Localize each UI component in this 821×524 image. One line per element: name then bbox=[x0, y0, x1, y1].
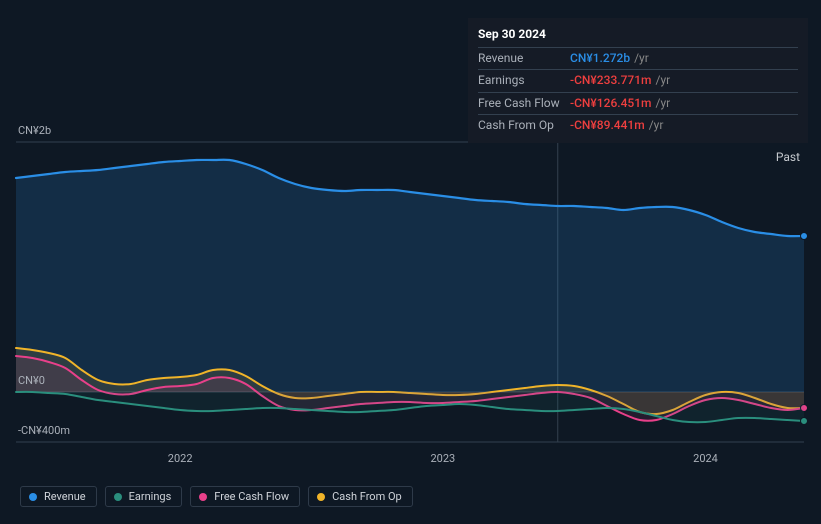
tooltip-value: CN¥1.272b bbox=[570, 51, 630, 67]
tooltip-row-revenue: Revenue CN¥1.272b /yr bbox=[478, 48, 798, 71]
tooltip-label: Revenue bbox=[478, 51, 570, 67]
x-tick-label: 2023 bbox=[430, 452, 455, 465]
legend-label: Revenue bbox=[44, 490, 86, 503]
legend-swatch bbox=[317, 493, 325, 501]
x-tick-label: 2024 bbox=[693, 452, 718, 465]
tooltip-row-earnings: Earnings -CN¥233.771m /yr bbox=[478, 70, 798, 93]
tooltip-label: Free Cash Flow bbox=[478, 96, 570, 112]
tooltip-label: Earnings bbox=[478, 73, 570, 89]
x-tick-label: 2022 bbox=[168, 452, 193, 465]
y-tick-label: CN¥0 bbox=[18, 374, 45, 387]
legend-label: Cash From Op bbox=[332, 490, 402, 503]
legend-item-fcf[interactable]: Free Cash Flow bbox=[190, 486, 300, 507]
legend-swatch bbox=[29, 493, 37, 501]
past-label: Past bbox=[776, 150, 800, 164]
tooltip-value: -CN¥233.771m bbox=[570, 73, 652, 89]
tooltip-value: -CN¥89.441m bbox=[570, 118, 645, 134]
y-tick-label: CN¥2b bbox=[18, 124, 51, 137]
legend-label: Earnings bbox=[129, 490, 172, 503]
tooltip-unit: /yr bbox=[634, 51, 649, 67]
legend-swatch bbox=[114, 493, 122, 501]
tooltip-row-fcf: Free Cash Flow -CN¥126.451m /yr bbox=[478, 93, 798, 116]
legend-item-cashop[interactable]: Cash From Op bbox=[308, 486, 413, 507]
chart-panel: { "chart": { "type": "line", "background… bbox=[0, 0, 821, 524]
legend: Revenue Earnings Free Cash Flow Cash Fro… bbox=[20, 486, 413, 507]
legend-item-earnings[interactable]: Earnings bbox=[105, 486, 183, 507]
legend-item-revenue[interactable]: Revenue bbox=[20, 486, 97, 507]
tooltip-value: -CN¥126.451m bbox=[570, 96, 652, 112]
legend-label: Free Cash Flow bbox=[214, 490, 289, 503]
y-tick-label: -CN¥400m bbox=[18, 424, 70, 437]
tooltip-unit: /yr bbox=[656, 96, 671, 112]
data-tooltip: Sep 30 2024 Revenue CN¥1.272b /yr Earnin… bbox=[468, 18, 808, 143]
tooltip-unit: /yr bbox=[649, 118, 664, 134]
tooltip-unit: /yr bbox=[656, 73, 671, 89]
legend-swatch bbox=[199, 493, 207, 501]
tooltip-date: Sep 30 2024 bbox=[478, 24, 798, 48]
tooltip-label: Cash From Op bbox=[478, 118, 570, 134]
tooltip-row-cashop: Cash From Op -CN¥89.441m /yr bbox=[478, 115, 798, 137]
